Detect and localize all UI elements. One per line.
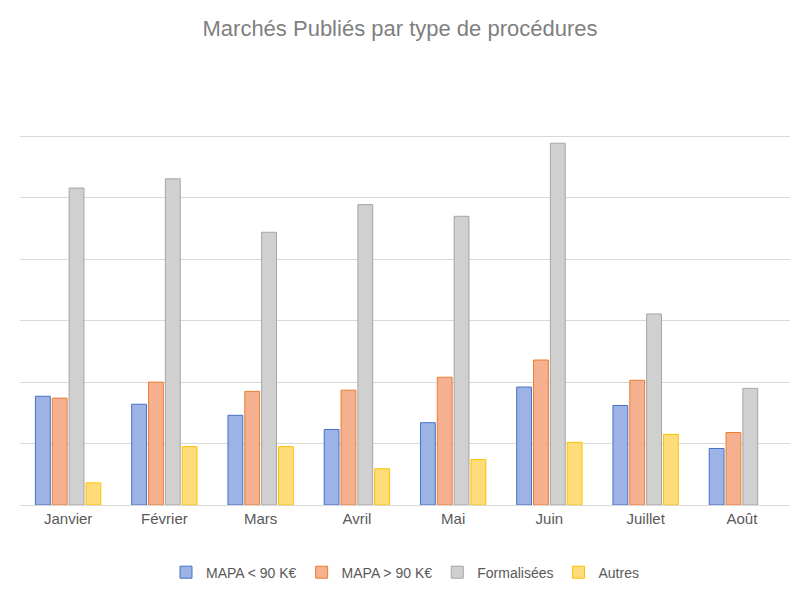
svg-text:Autres: Autres <box>598 565 638 581</box>
svg-text:Avril: Avril <box>342 510 371 527</box>
svg-text:Août: Août <box>726 510 758 527</box>
svg-text:Mars: Mars <box>244 510 277 527</box>
svg-text:Février: Février <box>141 510 188 527</box>
svg-text:MAPA < 90 K€: MAPA < 90 K€ <box>206 565 297 581</box>
svg-text:MAPA > 90 K€: MAPA > 90 K€ <box>342 565 433 581</box>
svg-text:Juillet: Juillet <box>626 510 665 527</box>
svg-text:Mai: Mai <box>441 510 465 527</box>
svg-text:Juin: Juin <box>536 510 564 527</box>
svg-text:Formalisées: Formalisées <box>477 565 553 581</box>
svg-text:Janvier: Janvier <box>44 510 92 527</box>
svg-text:Marchés Publiés par type de pr: Marchés Publiés par type de procédures <box>203 16 598 41</box>
